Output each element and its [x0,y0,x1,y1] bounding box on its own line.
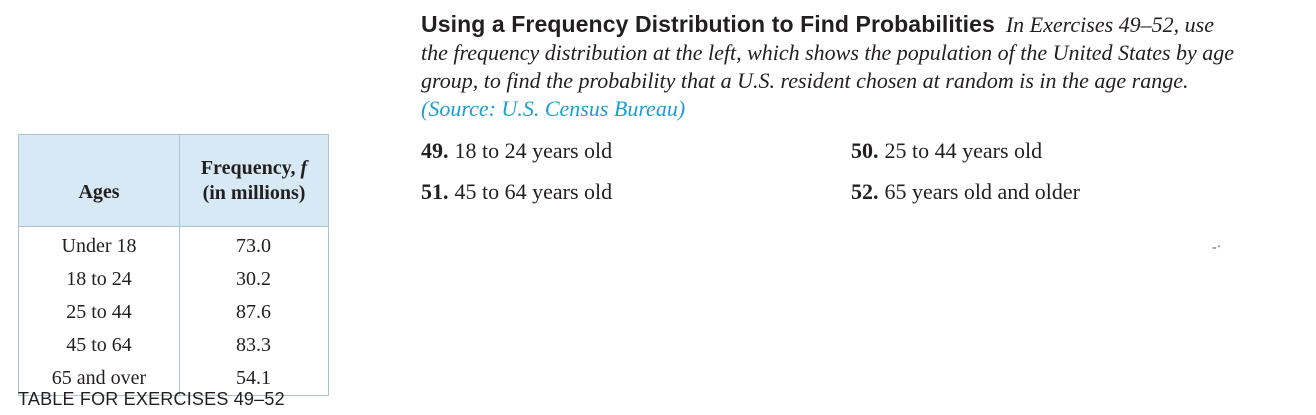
exercise-number: 49. [421,138,449,163]
age-cell: 25 to 44 [18,296,180,329]
exercise-text: 25 to 44 years old [884,138,1043,163]
frequency-cell: 30.2 [236,268,271,290]
section-heading: Using a Frequency Distribution to Find P… [421,11,995,37]
age-cell: 65 and over [18,362,180,396]
exercise-52: 52. 65 years old and older [851,179,1080,205]
exercise-text: 18 to 24 years old [454,138,613,163]
exercise-text: 65 years old and older [884,179,1081,204]
table-row: Under 18 73.0 [18,226,329,263]
table-row: 18 to 24 30.2 [18,263,329,296]
exercise-51: 51. 45 to 64 years old [421,179,612,205]
exercise-intro: Using a Frequency Distribution to Find P… [421,10,1241,123]
table-row: 65 and over 54.1 [18,362,329,396]
intro-text: In Exercises 49–52, use the frequency di… [421,12,1235,93]
frequency-header-units: (in millions) [202,181,306,204]
frequency-cell: 73.0 [236,235,271,257]
frequency-column-header: Frequency, f (in millions) [179,134,329,227]
exercise-number: 50. [851,138,879,163]
exercise-50: 50. 25 to 44 years old [851,138,1042,164]
table-row: 25 to 44 87.6 [18,296,329,329]
table-header-row: Ages Frequency, f (in millions) [18,134,329,227]
frequency-symbol: f [300,156,308,179]
frequency-cell: 54.1 [236,367,271,389]
age-cell: 45 to 64 [18,329,180,362]
age-cell: Under 18 [18,226,180,263]
age-cell: 18 to 24 [18,263,180,296]
table-caption: TABLE FOR EXERCISES 49–52 [18,389,285,409]
exercise-text: 45 to 64 years old [454,179,613,204]
intro-paragraph: Using a Frequency Distribution to Find P… [421,10,1241,123]
exercise-number: 51. [421,179,449,204]
frequency-cell: 87.6 [236,301,271,323]
frequency-cell: 83.3 [236,334,271,356]
source-citation: (Source: U.S. Census Bureau) [421,96,686,121]
exercise-number: 52. [851,179,879,204]
frequency-table: Ages Frequency, f (in millions) Under 18… [18,134,329,396]
stray-mark-icon: -· [1212,240,1222,255]
frequency-header-label: Frequency, [200,156,301,179]
exercise-49: 49. 18 to 24 years old [421,138,612,164]
table-row: 45 to 64 83.3 [18,329,329,362]
ages-column-header: Ages [18,134,180,227]
